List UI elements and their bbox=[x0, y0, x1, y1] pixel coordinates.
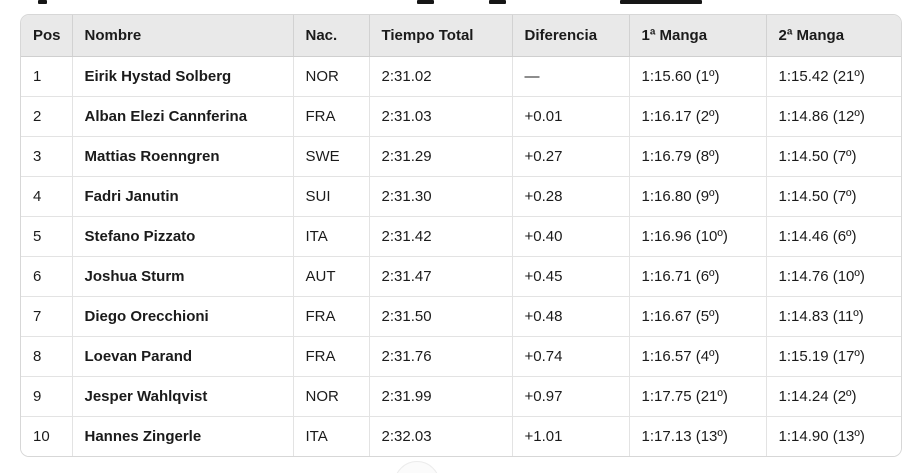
cell-manga2: 1:15.19 (17º) bbox=[766, 336, 901, 377]
cell-manga1: 1:16.80 (9º) bbox=[629, 176, 767, 217]
cell-tiempo: 2:31.42 bbox=[369, 216, 513, 257]
cell-manga1: 1:16.96 (10º) bbox=[629, 216, 767, 257]
cell-pos: 1 bbox=[21, 56, 73, 97]
cell-pos: 6 bbox=[21, 256, 73, 297]
cell-tiempo: 2:32.03 bbox=[369, 416, 513, 456]
cell-nombre: Eirik Hystad Solberg bbox=[72, 56, 294, 97]
table-row: 6 Joshua Sturm AUT 2:31.47 +0.45 1:16.71 (6º)… bbox=[21, 256, 901, 297]
cell-nac: SUI bbox=[293, 176, 370, 217]
cell-nombre: Stefano Pizzato bbox=[72, 216, 294, 257]
cell-diferencia: +0.01 bbox=[512, 96, 630, 137]
cell-tiempo: 2:31.03 bbox=[369, 96, 513, 137]
cell-diferencia: +1.01 bbox=[512, 416, 630, 456]
cell-diferencia: +0.40 bbox=[512, 216, 630, 257]
cell-tiempo: 2:31.02 bbox=[369, 56, 513, 97]
cell-tiempo: 2:31.99 bbox=[369, 376, 513, 417]
table-row: 1 Eirik Hystad Solberg NOR 2:31.02—1:15.60 … bbox=[21, 56, 901, 97]
cell-nac: SWE bbox=[293, 136, 370, 177]
cell-nombre: Alban Elezi Cannferina bbox=[72, 96, 294, 137]
cell-manga1: 1:16.79 (8º) bbox=[629, 136, 767, 177]
cell-diferencia: +0.97 bbox=[512, 376, 630, 417]
cell-manga2: 1:15.42 (21º) bbox=[766, 56, 901, 97]
results-table-container: Pos Nombre Nac. Tiempo Total Diferencia … bbox=[20, 14, 902, 457]
cropped-title-fragment bbox=[417, 0, 434, 4]
cell-nac: FRA bbox=[293, 296, 370, 337]
cell-manga2: 1:14.50 (7º) bbox=[766, 176, 901, 217]
cell-nac: NOR bbox=[293, 56, 370, 97]
cell-manga1: 1:15.60 (1º) bbox=[629, 56, 767, 97]
table-row: 3 Mattias Roenngren SWE 2:31.29 +0.27 1:16.79… bbox=[21, 136, 901, 177]
cell-manga1: 1:16.71 (6º) bbox=[629, 256, 767, 297]
cell-nombre: Fadri Janutin bbox=[72, 176, 294, 217]
cell-manga2: 1:14.90 (13º) bbox=[766, 416, 901, 456]
cell-tiempo: 2:31.76 bbox=[369, 336, 513, 377]
cell-manga1: 1:17.75 (21º) bbox=[629, 376, 767, 417]
table-row: 9 Jesper Wahlqvist NOR 2:31.99 +0.97 1:17.75 … bbox=[21, 376, 901, 417]
cell-pos: 4 bbox=[21, 176, 73, 217]
cell-nac: ITA bbox=[293, 416, 370, 456]
cell-pos: 3 bbox=[21, 136, 73, 177]
cell-nombre: Loevan Parand bbox=[72, 336, 294, 377]
cell-manga1: 1:16.67 (5º) bbox=[629, 296, 767, 337]
cell-diferencia: +0.45 bbox=[512, 256, 630, 297]
column-header-nombre: Nombre bbox=[72, 15, 294, 57]
table-row: 10 Hannes Zingerle ITA 2:32.03 +1.01 1:17.13 … bbox=[21, 416, 901, 456]
cell-pos: 9 bbox=[21, 376, 73, 417]
cell-tiempo: 2:31.50 bbox=[369, 296, 513, 337]
cell-pos: 2 bbox=[21, 96, 73, 137]
cell-diferencia: — bbox=[512, 56, 630, 97]
cropped-title-fragment bbox=[38, 0, 47, 4]
column-header-manga1: 1ª Manga bbox=[629, 15, 767, 57]
table-row: 7 Diego Orecchioni FRA 2:31.50 +0.48 1:16.67 … bbox=[21, 296, 901, 337]
cell-nac: AUT bbox=[293, 256, 370, 297]
cell-manga1: 1:16.57 (4º) bbox=[629, 336, 767, 377]
cell-manga2: 1:14.50 (7º) bbox=[766, 136, 901, 177]
column-header-manga2: 2ª Manga bbox=[766, 15, 901, 57]
cell-diferencia: +0.28 bbox=[512, 176, 630, 217]
cell-nombre: Diego Orecchioni bbox=[72, 296, 294, 337]
cell-diferencia: +0.27 bbox=[512, 136, 630, 177]
cell-nac: NOR bbox=[293, 376, 370, 417]
cell-diferencia: +0.74 bbox=[512, 336, 630, 377]
cell-manga2: 1:14.76 (10º) bbox=[766, 256, 901, 297]
cell-pos: 5 bbox=[21, 216, 73, 257]
cell-pos: 7 bbox=[21, 296, 73, 337]
column-header-pos: Pos bbox=[21, 15, 73, 57]
cell-manga1: 1:16.17 (2º) bbox=[629, 96, 767, 137]
cell-manga2: 1:14.24 (2º) bbox=[766, 376, 901, 417]
table-row: 8 Loevan Parand FRA 2:31.76 +0.74 1:16.57 (4º… bbox=[21, 336, 901, 377]
column-header-diferencia: Diferencia bbox=[512, 15, 630, 57]
cell-nombre: Jesper Wahlqvist bbox=[72, 376, 294, 417]
table-header: Pos Nombre Nac. Tiempo Total Diferencia … bbox=[21, 15, 901, 57]
cell-manga2: 1:14.46 (6º) bbox=[766, 216, 901, 257]
table-body: 1 Eirik Hystad Solberg NOR 2:31.02—1:15.60 … bbox=[21, 56, 901, 456]
cell-pos: 8 bbox=[21, 336, 73, 377]
column-header-nac: Nac. bbox=[293, 15, 370, 57]
cell-nombre: Joshua Sturm bbox=[72, 256, 294, 297]
cropped-title-fragment bbox=[489, 0, 506, 4]
cell-pos: 10 bbox=[21, 416, 73, 456]
cell-nac: FRA bbox=[293, 96, 370, 137]
cell-tiempo: 2:31.47 bbox=[369, 256, 513, 297]
cell-nombre: Mattias Roenngren bbox=[72, 136, 294, 177]
column-header-tiempo: Tiempo Total bbox=[369, 15, 513, 57]
results-table: Pos Nombre Nac. Tiempo Total Diferencia … bbox=[21, 15, 901, 456]
cell-manga1: 1:17.13 (13º) bbox=[629, 416, 767, 456]
cell-manga2: 1:14.83 (11º) bbox=[766, 296, 901, 337]
cropped-title-fragment bbox=[620, 0, 702, 4]
cell-nombre: Hannes Zingerle bbox=[72, 416, 294, 456]
table-row: 2 Alban Elezi Cannferina FRA 2:31.03 +0.01 1:… bbox=[21, 96, 901, 137]
cell-nac: FRA bbox=[293, 336, 370, 377]
cell-manga2: 1:14.86 (12º) bbox=[766, 96, 901, 137]
table-row: 4 Fadri Janutin SUI 2:31.30 +0.28 1:16.80 (9º… bbox=[21, 176, 901, 217]
cell-tiempo: 2:31.30 bbox=[369, 176, 513, 217]
cell-nac: ITA bbox=[293, 216, 370, 257]
cropped-circle-element bbox=[394, 461, 440, 473]
table-row: 5 Stefano Pizzato ITA 2:31.42 +0.40 1:16.96 (… bbox=[21, 216, 901, 257]
cell-diferencia: +0.48 bbox=[512, 296, 630, 337]
cell-tiempo: 2:31.29 bbox=[369, 136, 513, 177]
